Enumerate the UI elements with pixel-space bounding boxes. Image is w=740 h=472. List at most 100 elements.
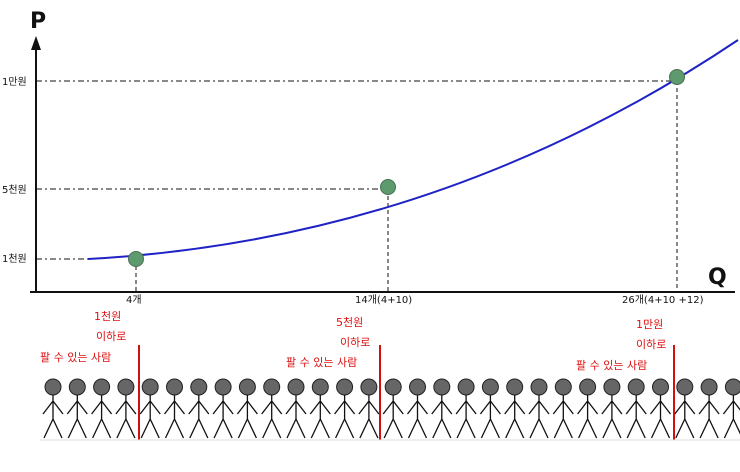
person-head — [384, 378, 402, 396]
price-label-5000: 5천원 — [2, 184, 27, 196]
person-figure — [261, 378, 283, 439]
person-head — [238, 378, 256, 396]
person-figure — [406, 378, 429, 439]
annotation-1000-under: 이하로 — [96, 329, 126, 343]
person-head — [93, 378, 111, 396]
person-figure — [285, 378, 307, 439]
person-head — [554, 378, 572, 396]
quantity-label-26: 26개(4+10 +12) — [622, 294, 704, 306]
x-axis-label: Q — [708, 265, 727, 290]
person-figure — [212, 378, 234, 439]
person-head — [530, 378, 548, 396]
person-body — [261, 395, 283, 439]
person-body — [358, 395, 380, 439]
person-body — [42, 395, 64, 439]
person-head — [287, 378, 305, 396]
person-head — [336, 378, 354, 396]
person-head — [44, 378, 62, 396]
person-figure — [601, 378, 623, 439]
annotation-10000-under: 이하로 — [636, 337, 666, 351]
person-body — [649, 395, 672, 439]
annotation-1000-price: 1천원 — [94, 309, 121, 323]
person-figure — [236, 378, 258, 439]
person-figure — [139, 378, 161, 439]
person-head — [68, 378, 86, 396]
person-body — [674, 395, 696, 439]
person-figure — [722, 378, 740, 439]
person-body — [212, 395, 234, 439]
person-head — [117, 378, 135, 396]
annotation-1000-sellers: 팔 수 있는 사람 — [40, 351, 111, 364]
person-figure — [455, 378, 477, 439]
person-head — [141, 378, 159, 396]
person-body — [625, 395, 647, 439]
person-figure — [431, 378, 453, 439]
person-body — [528, 395, 550, 439]
person-head — [311, 378, 329, 396]
person-head — [724, 378, 740, 396]
person-figure — [358, 378, 380, 439]
person-head — [700, 378, 718, 396]
person-head — [579, 378, 597, 396]
person-body — [601, 395, 623, 439]
person-figure — [66, 378, 88, 439]
person-body — [552, 395, 574, 439]
person-figure — [504, 378, 526, 439]
annotation-10000: 1만원 이하로 팔 수 있는 사람 — [576, 318, 666, 372]
person-body — [577, 395, 599, 439]
person-body — [722, 395, 740, 439]
price-label-10000: 1만원 — [2, 76, 27, 88]
person-body — [236, 395, 258, 439]
y-axis-label: P — [30, 9, 46, 34]
person-head — [603, 378, 621, 396]
annotation-10000-sellers: 팔 수 있는 사람 — [576, 359, 647, 372]
person-figure — [674, 378, 696, 439]
person-body — [188, 395, 210, 439]
person-head — [506, 378, 524, 396]
person-body — [91, 395, 113, 439]
person-figure — [334, 378, 356, 439]
person-head — [627, 378, 645, 396]
quantity-label-14: 14개(4+10) — [355, 294, 412, 306]
person-figure — [698, 378, 720, 439]
person-head — [676, 378, 694, 396]
person-head — [652, 378, 669, 396]
person-figure — [91, 378, 113, 439]
person-body — [504, 395, 526, 439]
person-figure — [42, 378, 64, 439]
point-4-1000 — [128, 251, 144, 267]
person-figure — [163, 378, 186, 439]
people-row — [42, 378, 740, 439]
person-figure — [479, 378, 501, 439]
annotation-5000-under: 이하로 — [340, 335, 370, 349]
person-figure — [552, 378, 574, 439]
person-body — [334, 395, 356, 439]
person-head — [481, 378, 499, 396]
annotation-5000-price: 5천원 — [336, 315, 363, 329]
annotation-10000-price: 1만원 — [636, 318, 663, 331]
person-head — [433, 378, 451, 396]
person-figure — [382, 378, 404, 439]
person-body — [406, 395, 429, 439]
person-figure — [625, 378, 647, 439]
person-body — [66, 395, 88, 439]
person-body — [285, 395, 307, 439]
person-head — [360, 378, 378, 396]
person-figure — [649, 378, 672, 439]
person-figure — [115, 378, 137, 439]
person-figure — [528, 378, 550, 439]
person-body — [163, 395, 186, 439]
person-body — [455, 395, 477, 439]
price-label-1000: 1천원 — [2, 253, 27, 265]
annotation-5000: 5천원 이하로 팔 수 있는 사람 — [286, 315, 370, 369]
person-body — [431, 395, 453, 439]
y-axis-arrow — [31, 36, 41, 50]
person-head — [214, 378, 232, 396]
person-head — [166, 378, 183, 396]
person-body — [309, 395, 331, 439]
annotation-5000-sellers: 팔 수 있는 사람 — [286, 356, 357, 369]
point-14-5000 — [380, 179, 396, 195]
person-head — [190, 378, 208, 396]
